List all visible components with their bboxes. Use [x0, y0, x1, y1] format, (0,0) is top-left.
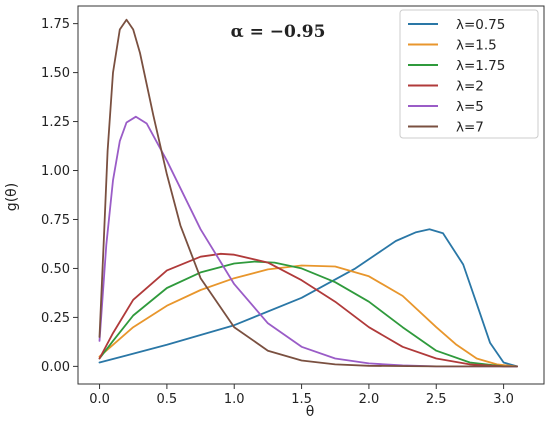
alpha-annotation: α = −0.95 [231, 22, 326, 42]
x-axis-label: θ [306, 404, 315, 420]
legend-label: λ=0.75 [456, 17, 505, 33]
x-tick-label: 1.5 [291, 392, 312, 407]
series-line [98, 260, 518, 368]
legend-label: λ=2 [456, 79, 484, 95]
y-tick-label: 1.75 [41, 17, 70, 32]
x-tick-label: 0.5 [157, 392, 178, 407]
legend-label: λ=7 [456, 120, 484, 136]
series-line [98, 228, 518, 368]
y-tick-label: 0.25 [41, 311, 70, 326]
x-tick-label: 0.0 [89, 392, 110, 407]
x-axis-ticks: 0.0 0.5 1.0 1.5 2.0 2.5 3.0 [89, 384, 514, 407]
y-tick-label: 1.00 [41, 164, 70, 179]
legend: λ=0.75 λ=1.5 λ=1.75 λ=2 λ=5 λ=7 [399, 9, 539, 139]
y-tick-label: 0.75 [41, 213, 70, 228]
x-tick-label: 1.0 [224, 392, 245, 407]
x-tick-label: 2.5 [426, 392, 447, 407]
y-tick-label: 1.25 [41, 115, 70, 130]
x-tick-label: 2.0 [359, 392, 380, 407]
y-tick-label: 0.00 [41, 360, 70, 375]
x-tick-label: 3.0 [493, 392, 514, 407]
plot-frame [77, 5, 545, 385]
legend-label: λ=1.5 [456, 38, 497, 54]
y-axis-ticks: 0.00 0.25 0.50 0.75 1.00 1.25 1.50 1.75 [41, 17, 78, 375]
series-line [98, 264, 518, 368]
legend-label: λ=1.75 [456, 58, 505, 74]
series-line [98, 115, 518, 368]
y-axis-label: g(θ) [4, 183, 20, 211]
series-line [98, 18, 518, 368]
series-lines [98, 18, 518, 368]
series-line [98, 252, 518, 368]
y-tick-label: 1.50 [41, 66, 70, 81]
legend-label: λ=5 [456, 99, 484, 115]
y-tick-label: 0.50 [41, 262, 70, 277]
